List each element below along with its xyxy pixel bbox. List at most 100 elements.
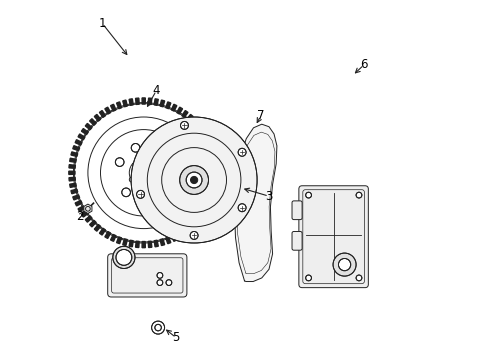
Circle shape — [338, 258, 350, 271]
Circle shape — [151, 321, 164, 334]
FancyBboxPatch shape — [291, 201, 302, 220]
Polygon shape — [205, 140, 212, 145]
Polygon shape — [75, 201, 82, 206]
Circle shape — [88, 117, 199, 229]
Circle shape — [157, 273, 163, 278]
Polygon shape — [154, 99, 158, 105]
Polygon shape — [182, 228, 187, 235]
Circle shape — [152, 146, 161, 154]
Circle shape — [136, 166, 151, 180]
FancyBboxPatch shape — [298, 186, 367, 288]
Polygon shape — [78, 206, 85, 212]
Circle shape — [113, 246, 135, 269]
Polygon shape — [78, 134, 85, 140]
Text: 6: 6 — [360, 58, 367, 71]
Polygon shape — [110, 104, 116, 111]
Polygon shape — [129, 99, 133, 105]
Circle shape — [131, 144, 140, 152]
Circle shape — [122, 188, 130, 197]
Polygon shape — [211, 183, 217, 188]
Polygon shape — [176, 231, 182, 238]
Circle shape — [180, 121, 188, 129]
Circle shape — [238, 148, 245, 156]
Polygon shape — [70, 158, 76, 162]
Polygon shape — [205, 201, 212, 206]
Circle shape — [155, 324, 161, 331]
Circle shape — [153, 177, 158, 182]
Circle shape — [115, 158, 124, 166]
Polygon shape — [209, 189, 216, 194]
Polygon shape — [148, 241, 152, 248]
Polygon shape — [104, 231, 110, 238]
Polygon shape — [75, 140, 82, 145]
Polygon shape — [73, 146, 80, 151]
Polygon shape — [69, 177, 75, 181]
Polygon shape — [186, 225, 193, 231]
Polygon shape — [142, 242, 145, 248]
Circle shape — [142, 195, 150, 203]
Polygon shape — [104, 107, 110, 114]
Polygon shape — [85, 123, 92, 130]
Polygon shape — [182, 111, 187, 117]
Polygon shape — [160, 239, 164, 246]
Text: 4: 4 — [152, 84, 160, 97]
Circle shape — [186, 172, 202, 188]
Polygon shape — [207, 195, 214, 200]
Polygon shape — [116, 102, 122, 109]
Circle shape — [129, 177, 134, 182]
Polygon shape — [71, 152, 78, 157]
Circle shape — [131, 117, 257, 243]
Polygon shape — [160, 100, 164, 107]
Polygon shape — [122, 100, 127, 107]
Polygon shape — [142, 98, 145, 104]
Polygon shape — [154, 240, 158, 247]
Polygon shape — [199, 129, 205, 135]
Circle shape — [157, 280, 163, 285]
Polygon shape — [73, 195, 80, 200]
Circle shape — [190, 176, 197, 184]
Polygon shape — [99, 111, 105, 117]
Circle shape — [166, 280, 171, 285]
Text: 7: 7 — [256, 109, 264, 122]
Polygon shape — [171, 234, 177, 241]
Polygon shape — [199, 211, 205, 217]
Text: 5: 5 — [172, 331, 180, 344]
Polygon shape — [71, 189, 78, 194]
Polygon shape — [186, 114, 193, 121]
Circle shape — [190, 231, 198, 239]
Polygon shape — [191, 220, 197, 227]
Polygon shape — [69, 171, 75, 175]
Polygon shape — [209, 152, 216, 157]
Polygon shape — [211, 158, 217, 162]
Polygon shape — [94, 114, 101, 121]
FancyBboxPatch shape — [107, 254, 186, 297]
Circle shape — [141, 157, 146, 162]
Polygon shape — [176, 107, 182, 114]
Circle shape — [73, 103, 213, 243]
Polygon shape — [116, 237, 122, 244]
Polygon shape — [165, 237, 170, 244]
Polygon shape — [129, 240, 133, 247]
Polygon shape — [81, 211, 88, 217]
Circle shape — [305, 275, 311, 281]
Polygon shape — [110, 234, 116, 241]
Text: 1: 1 — [99, 17, 106, 30]
Circle shape — [355, 275, 361, 281]
Polygon shape — [135, 241, 139, 248]
Polygon shape — [171, 104, 177, 111]
Polygon shape — [122, 239, 127, 246]
Circle shape — [305, 192, 311, 198]
Circle shape — [332, 253, 355, 276]
Polygon shape — [234, 124, 276, 282]
Polygon shape — [81, 129, 88, 135]
Polygon shape — [85, 216, 92, 222]
Circle shape — [136, 190, 144, 198]
Polygon shape — [99, 228, 105, 235]
Circle shape — [238, 204, 245, 212]
Polygon shape — [148, 98, 152, 104]
Polygon shape — [83, 204, 92, 213]
Polygon shape — [191, 119, 197, 125]
Circle shape — [355, 192, 361, 198]
Polygon shape — [70, 183, 76, 188]
Polygon shape — [89, 220, 96, 227]
